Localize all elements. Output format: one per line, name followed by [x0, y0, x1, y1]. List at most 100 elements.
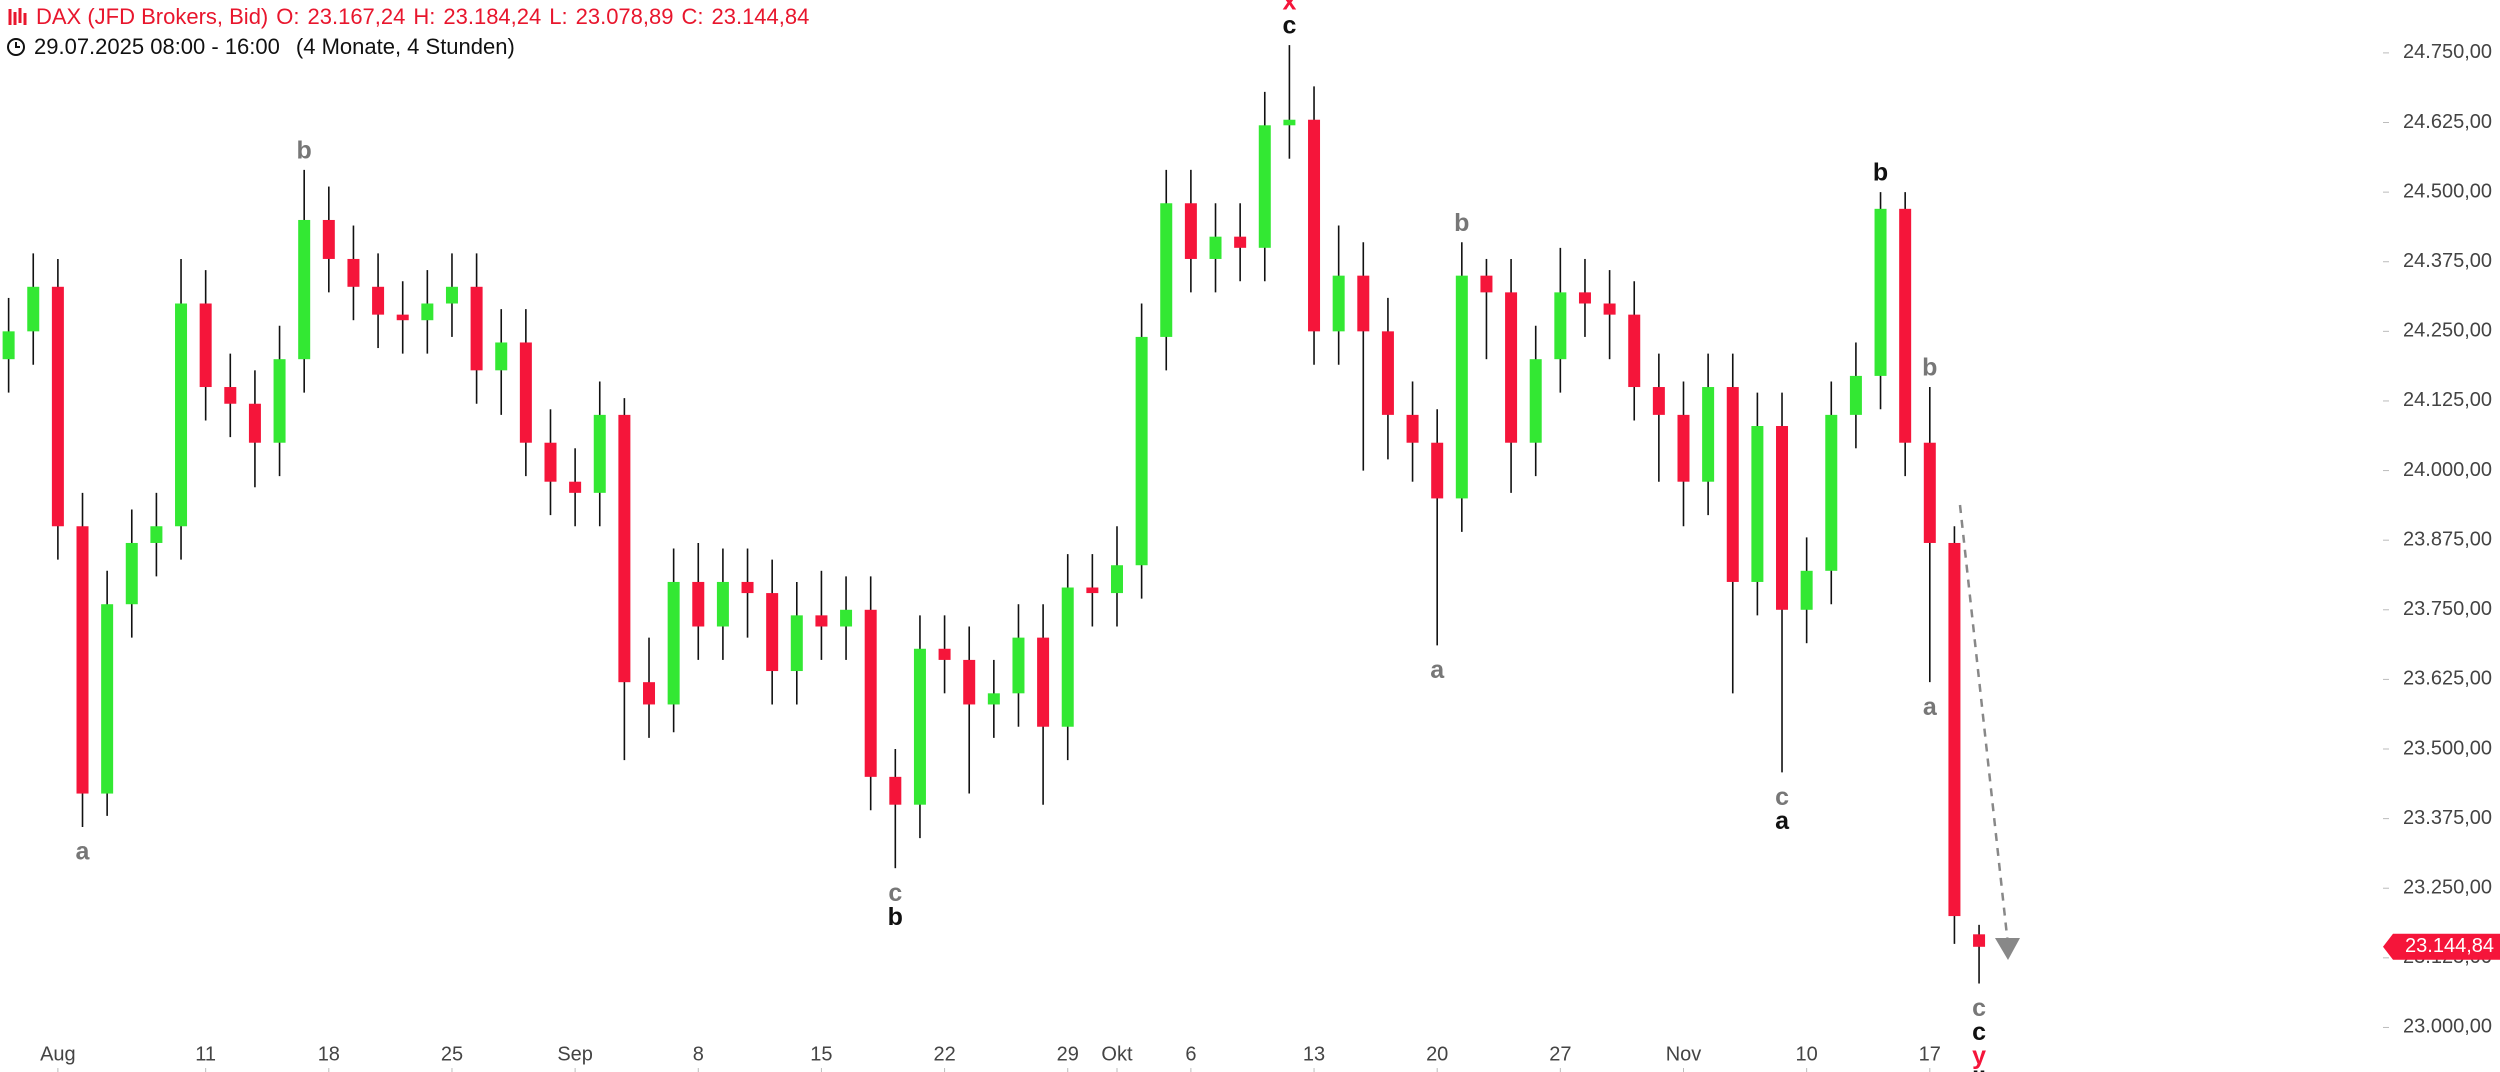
x-tick-label: 15 — [810, 1043, 832, 1065]
candle-body — [1283, 119, 1296, 126]
candle-body — [1135, 336, 1148, 566]
ohlc-close: 23.144,84 — [711, 4, 810, 29]
wave-label: b — [1922, 354, 1937, 382]
x-tick-label: 20 — [1426, 1043, 1448, 1065]
candle-body — [1086, 587, 1099, 594]
candle-body — [987, 693, 1000, 705]
wave-label: b — [1873, 159, 1888, 187]
x-tick-label: 25 — [441, 1043, 463, 1065]
candle-body — [741, 581, 754, 594]
y-tick-label: 23.875,00 — [2403, 528, 2492, 550]
candle-body — [150, 526, 163, 543]
x-tick-label: 18 — [318, 1043, 340, 1065]
x-tick-label: 22 — [933, 1043, 955, 1065]
y-tick-label: 24.375,00 — [2403, 250, 2492, 272]
candle-body — [27, 286, 40, 332]
candle-body — [1973, 934, 1986, 947]
candle-body — [864, 609, 877, 777]
candle-body — [1505, 292, 1518, 443]
candle-body — [1899, 208, 1912, 443]
y-tick-label: 23.375,00 — [2403, 807, 2492, 829]
candle-body — [2, 331, 15, 360]
candle-body — [1751, 426, 1764, 582]
ohlc-open-key: O: — [276, 4, 300, 29]
candle-body — [1431, 442, 1444, 499]
wave-label: y — [1972, 1042, 1986, 1070]
candle-body — [1258, 125, 1271, 248]
candle-body — [1406, 414, 1419, 443]
candle-body — [889, 776, 902, 805]
candle-body — [1800, 570, 1813, 610]
candle-body — [1726, 387, 1739, 582]
forecast-arrow — [1958, 504, 2010, 946]
candle-body — [224, 387, 237, 404]
candle-body — [1849, 375, 1862, 415]
wave-label: II — [1972, 1066, 1986, 1072]
candle-body — [273, 359, 286, 443]
y-tick-label: 23.500,00 — [2403, 737, 2492, 759]
candle-body — [815, 615, 828, 627]
x-tick-label: 17 — [1919, 1043, 1941, 1065]
candle-body — [199, 303, 212, 388]
candle-body — [1357, 275, 1370, 332]
last-price-label: 23.144,84 — [2405, 935, 2494, 957]
x-tick-label: Aug — [40, 1043, 76, 1065]
candle-body — [175, 303, 188, 527]
wave-label: c — [1972, 1018, 1986, 1046]
candle-body — [716, 581, 729, 627]
candle-body — [1776, 426, 1789, 610]
date-header: 29.07.2025 08:00 - 16:00 (4 Monate, 4 St… — [6, 34, 515, 60]
candle-body — [322, 219, 335, 259]
candle-body — [593, 414, 606, 493]
y-tick-label: 24.000,00 — [2403, 459, 2492, 481]
wave-label: a — [1775, 807, 1790, 835]
wave-label: b — [1454, 209, 1469, 237]
candle-body — [421, 303, 434, 321]
candle-body — [913, 648, 926, 805]
x-tick-label: Okt — [1101, 1043, 1133, 1065]
wave-label: x — [1282, 0, 1296, 16]
y-tick-label: 23.000,00 — [2403, 1016, 2492, 1038]
candle-body — [618, 414, 631, 683]
candle-body — [1012, 637, 1025, 694]
candle-body — [1529, 359, 1542, 443]
wave-label: b — [888, 903, 903, 931]
candle-body — [692, 581, 705, 627]
wave-label: a — [1430, 656, 1445, 684]
y-tick-label: 23.750,00 — [2403, 598, 2492, 620]
candle-body — [1628, 314, 1641, 388]
candle-body — [1948, 542, 1961, 917]
wave-label: a — [76, 838, 91, 866]
x-tick-label: Sep — [557, 1043, 593, 1065]
candle-body — [445, 286, 458, 304]
candle-body — [1209, 236, 1222, 259]
clock-icon — [7, 38, 25, 56]
candle-body — [544, 442, 557, 482]
candle-body — [643, 682, 656, 705]
candle-body — [963, 659, 976, 705]
candle-body — [1578, 292, 1591, 304]
candle-body — [51, 286, 64, 527]
x-tick-label: 27 — [1549, 1043, 1571, 1065]
candle-body — [1110, 565, 1123, 594]
candle-body — [1677, 414, 1690, 482]
y-tick-label: 23.250,00 — [2403, 877, 2492, 899]
candle-body — [790, 615, 803, 672]
candle-body — [1037, 637, 1050, 727]
candle-body — [470, 286, 483, 371]
candle-body — [125, 542, 138, 605]
x-tick-label: 8 — [693, 1043, 704, 1065]
wave-label: c — [888, 879, 902, 907]
candle-body — [1702, 387, 1715, 482]
y-tick-label: 23.625,00 — [2403, 668, 2492, 690]
y-tick-label: 24.750,00 — [2403, 41, 2492, 63]
candle-body — [1652, 387, 1665, 415]
ohlc-open: 23.167,24 — [307, 4, 406, 29]
wave-label: c — [1282, 12, 1296, 40]
candle-body — [569, 481, 582, 493]
candle-body — [1381, 331, 1394, 415]
candle-body — [1455, 275, 1468, 499]
wave-label: a — [1923, 693, 1938, 721]
candle-body — [1923, 442, 1936, 543]
